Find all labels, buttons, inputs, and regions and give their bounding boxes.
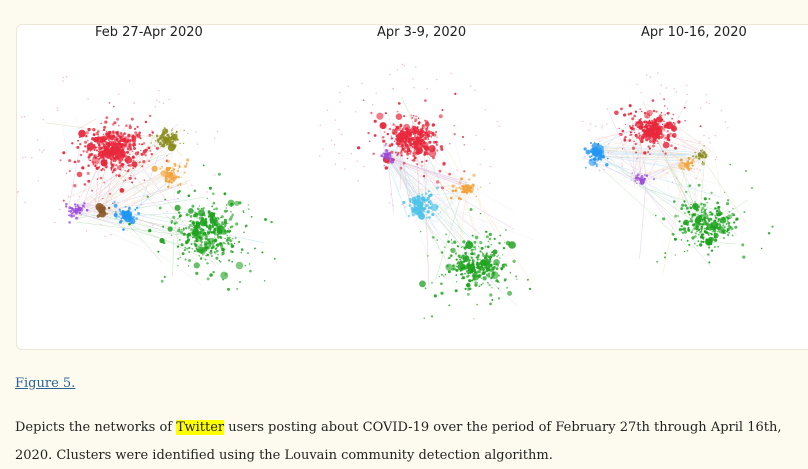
cluster-orange <box>678 157 695 172</box>
panel-title-2: Apr 3-9, 2020 <box>377 25 467 40</box>
figure-caption: Depicts the networks of Twitter users po… <box>15 414 805 469</box>
panel-title-1: Feb 27-Apr 2020 <box>95 25 203 40</box>
cluster-blue <box>113 200 141 231</box>
panel-title-3: Apr 10-16, 2020 <box>641 25 747 40</box>
cluster-brown <box>95 202 114 218</box>
cluster-light_blue <box>402 186 440 220</box>
cluster-red <box>582 72 729 183</box>
cluster-purple <box>380 144 399 167</box>
cluster-green <box>419 208 532 320</box>
cluster-purple <box>65 202 89 224</box>
figure-image: Feb 27-Apr 2020 Apr 3-9, 2020 Apr 10-16,… <box>16 24 808 350</box>
highlighted-term: Twitter <box>176 420 225 435</box>
cluster-purple <box>631 172 656 185</box>
cluster-olive <box>150 127 185 157</box>
caption-text-start: Depicts the networks of <box>15 420 177 435</box>
cluster-orange <box>450 173 482 201</box>
caption-text-end: users posting about COVID-19 over the pe… <box>15 420 782 463</box>
cluster-orange <box>151 158 190 189</box>
figure-link[interactable]: Figure 5. <box>15 376 76 391</box>
network-panel-1 <box>17 76 276 291</box>
cluster-green <box>128 164 276 291</box>
cluster-green <box>655 163 774 264</box>
network-graphs <box>17 63 774 320</box>
network-panel-3 <box>581 72 774 274</box>
network-panel-2 <box>319 63 536 320</box>
cluster-blue <box>583 142 609 169</box>
cluster-red <box>17 76 219 238</box>
cluster-olive <box>692 144 708 166</box>
